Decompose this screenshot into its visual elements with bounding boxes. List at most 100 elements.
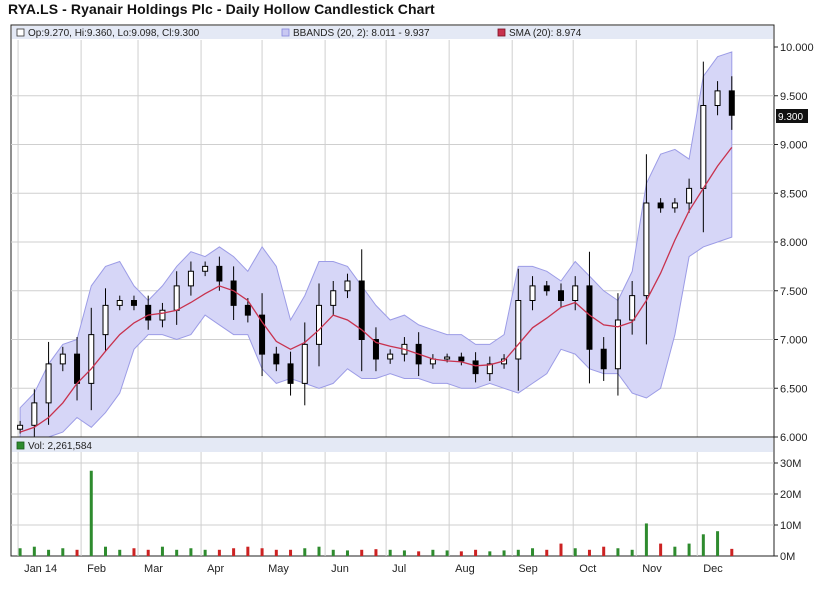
volume-bar [132, 548, 136, 556]
candle [287, 351, 294, 396]
volume-bars [18, 470, 734, 556]
x-tick-label: Jul [392, 563, 406, 575]
candle [344, 273, 351, 299]
volume-bar [602, 546, 606, 556]
candle [330, 281, 337, 316]
volume-bar [459, 551, 463, 556]
candle [31, 389, 38, 439]
y-tick-label: 9.000 [780, 140, 808, 152]
volume-bar [232, 548, 236, 556]
y-tick-label: 7.000 [780, 335, 808, 347]
volume-bar [61, 548, 65, 556]
candle [130, 295, 137, 311]
volume-bar [246, 546, 250, 556]
candle [116, 295, 123, 311]
volume-axis: 0M 10M 20M 30M [774, 458, 801, 563]
candle [202, 261, 209, 277]
candle [686, 178, 693, 213]
x-tick-label: Oct [579, 563, 596, 575]
x-tick-label: Jan 14 [24, 563, 57, 575]
x-tick-label: Feb [87, 563, 106, 575]
candle [372, 327, 379, 372]
last-price-label: 9.300 [778, 112, 803, 123]
volume-bar [474, 549, 478, 556]
volume-bar [217, 549, 221, 556]
volume-legend-swatch [16, 441, 25, 450]
volume-bar [445, 550, 449, 556]
y-tick-label: 6.500 [780, 383, 808, 395]
price-axis: 6.000 6.500 7.000 7.500 8.000 8.500 9.000 9.500… [774, 42, 814, 444]
volume-bar [175, 549, 179, 556]
x-tick-label: Mar [144, 563, 163, 575]
volume-bar [260, 548, 264, 556]
volume-bar [331, 549, 335, 556]
candle [88, 307, 95, 411]
volume-bar [559, 543, 563, 556]
volume-bar [573, 548, 577, 556]
volume-bar [345, 550, 349, 556]
candle [244, 298, 251, 323]
candle [671, 198, 678, 213]
volume-bar [659, 543, 663, 556]
volume-legend: Vol: 2,261,584 [28, 441, 92, 452]
volume-bar [431, 549, 435, 556]
candle [515, 268, 522, 391]
volume-tick-label: 0M [780, 551, 795, 563]
candle [358, 249, 365, 372]
candle [301, 322, 308, 406]
y-tick-label: 8.000 [780, 237, 808, 249]
volume-bar [146, 549, 150, 556]
volume-legend-bar [12, 438, 773, 452]
chart-title: RYA.LS - Ryanair Holdings Plc - Daily Ho… [8, 1, 435, 17]
candle [629, 281, 636, 335]
volume-bar [374, 549, 378, 556]
x-tick-label: Nov [642, 563, 662, 575]
volume-bar [673, 546, 677, 556]
candle [102, 288, 109, 352]
volume-bar [545, 549, 549, 556]
volume-bar [203, 549, 207, 556]
volume-bar [289, 549, 293, 556]
y-tick-label: 10.000 [780, 42, 814, 54]
volume-gridlines [11, 452, 774, 556]
legend-sma: SMA (20): 8.974 [509, 28, 582, 39]
candle [216, 256, 223, 291]
volume-bar [417, 551, 421, 556]
x-tick-label: Sep [518, 563, 538, 575]
x-axis: Jan 14 Feb Mar Apr May Jun Jul Aug Sep Oct Nov Dec [24, 563, 723, 575]
volume-bar [18, 548, 22, 556]
candle [543, 281, 550, 296]
volume-bar [716, 531, 720, 556]
y-tick-label: 7.500 [780, 286, 808, 298]
volume-bar [644, 523, 648, 556]
candle [387, 349, 394, 364]
candle [643, 154, 650, 345]
sma-line [19, 147, 733, 433]
y-tick-label: 9.500 [780, 91, 808, 103]
candle [614, 293, 621, 396]
volume-bar [502, 550, 506, 556]
volume-bar [32, 546, 36, 556]
volume-tick-label: 20M [780, 489, 801, 501]
volume-bar [388, 549, 392, 556]
x-tick-label: Jun [331, 563, 349, 575]
x-tick-label: Aug [455, 563, 475, 575]
volume-bar [303, 548, 307, 556]
volume-bar [402, 550, 406, 556]
legend-bbands: BBANDS (20, 2): 8.011 - 9.937 [293, 28, 430, 39]
candle [458, 352, 465, 366]
volume-bar [630, 549, 634, 556]
last-price-box [776, 109, 808, 123]
legend-ohlc-swatch [16, 28, 25, 37]
volume-bar [47, 549, 51, 556]
volume-bar [75, 549, 79, 556]
candle [187, 261, 194, 296]
volume-bar [160, 546, 164, 556]
volume-tick-label: 30M [780, 458, 801, 470]
volume-panel-frame [10, 436, 775, 557]
legend-bar [12, 26, 773, 39]
x-tick-label: May [268, 563, 289, 575]
volume-bar [360, 549, 364, 556]
